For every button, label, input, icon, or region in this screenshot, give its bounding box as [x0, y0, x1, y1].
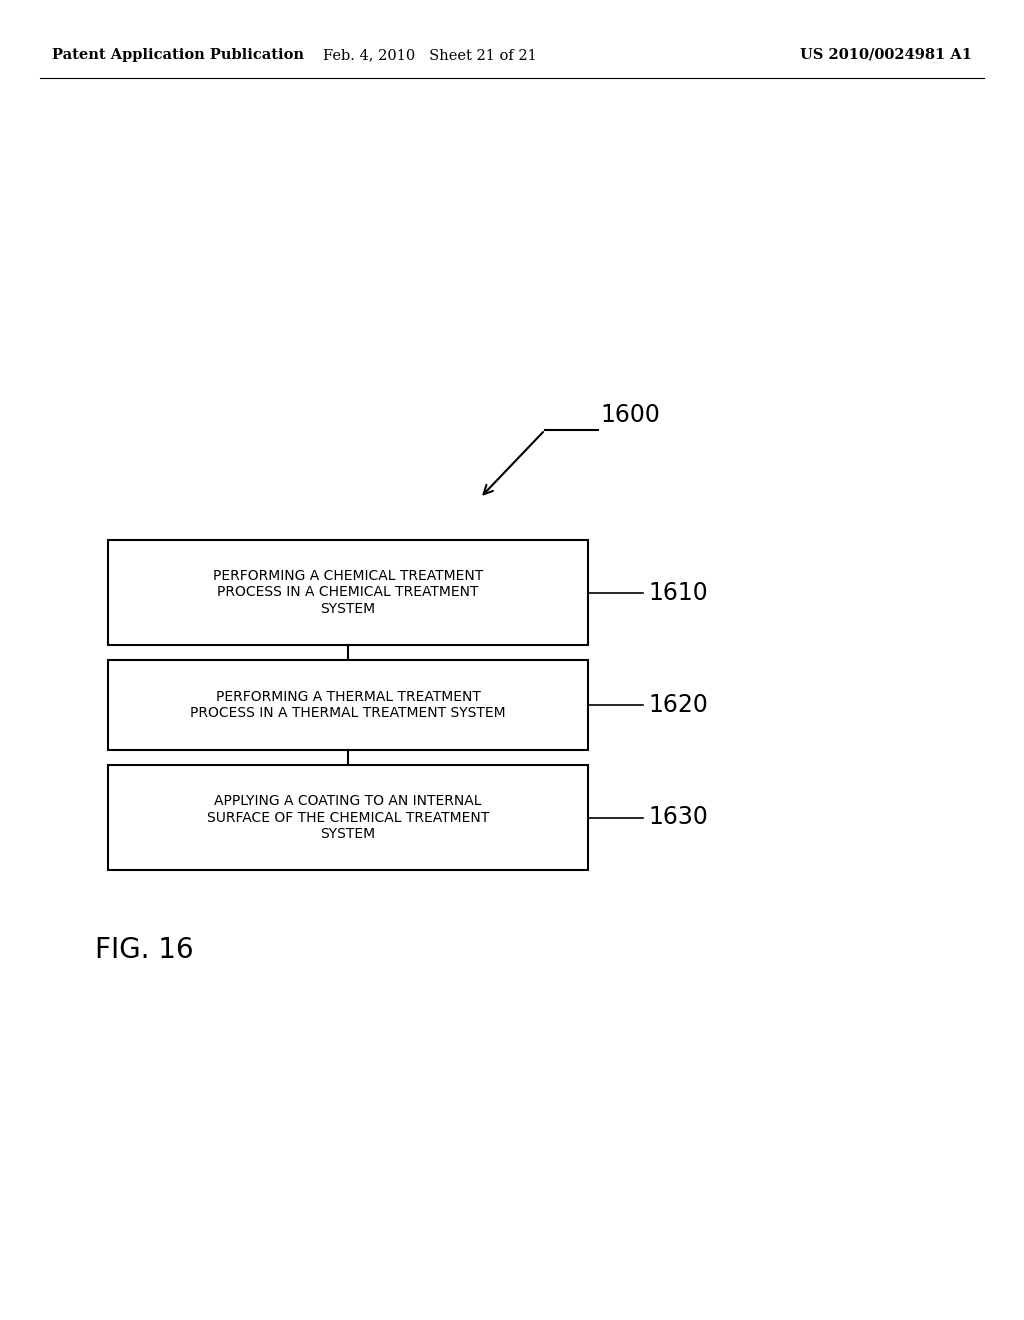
- Text: FIG. 16: FIG. 16: [95, 936, 194, 964]
- Text: PERFORMING A THERMAL TREATMENT
PROCESS IN A THERMAL TREATMENT SYSTEM: PERFORMING A THERMAL TREATMENT PROCESS I…: [190, 690, 506, 721]
- Text: 1620: 1620: [648, 693, 708, 717]
- Text: PERFORMING A CHEMICAL TREATMENT
PROCESS IN A CHEMICAL TREATMENT
SYSTEM: PERFORMING A CHEMICAL TREATMENT PROCESS …: [213, 569, 483, 615]
- Bar: [108, 766, 588, 870]
- Text: 1630: 1630: [648, 805, 708, 829]
- Text: Feb. 4, 2010   Sheet 21 of 21: Feb. 4, 2010 Sheet 21 of 21: [324, 48, 537, 62]
- Bar: [108, 540, 588, 645]
- Text: Patent Application Publication: Patent Application Publication: [52, 48, 304, 62]
- Text: 1610: 1610: [648, 581, 708, 605]
- Text: US 2010/0024981 A1: US 2010/0024981 A1: [800, 48, 972, 62]
- Text: APPLYING A COATING TO AN INTERNAL
SURFACE OF THE CHEMICAL TREATMENT
SYSTEM: APPLYING A COATING TO AN INTERNAL SURFAC…: [207, 795, 489, 841]
- Bar: [108, 660, 588, 750]
- Text: 1600: 1600: [600, 403, 659, 426]
